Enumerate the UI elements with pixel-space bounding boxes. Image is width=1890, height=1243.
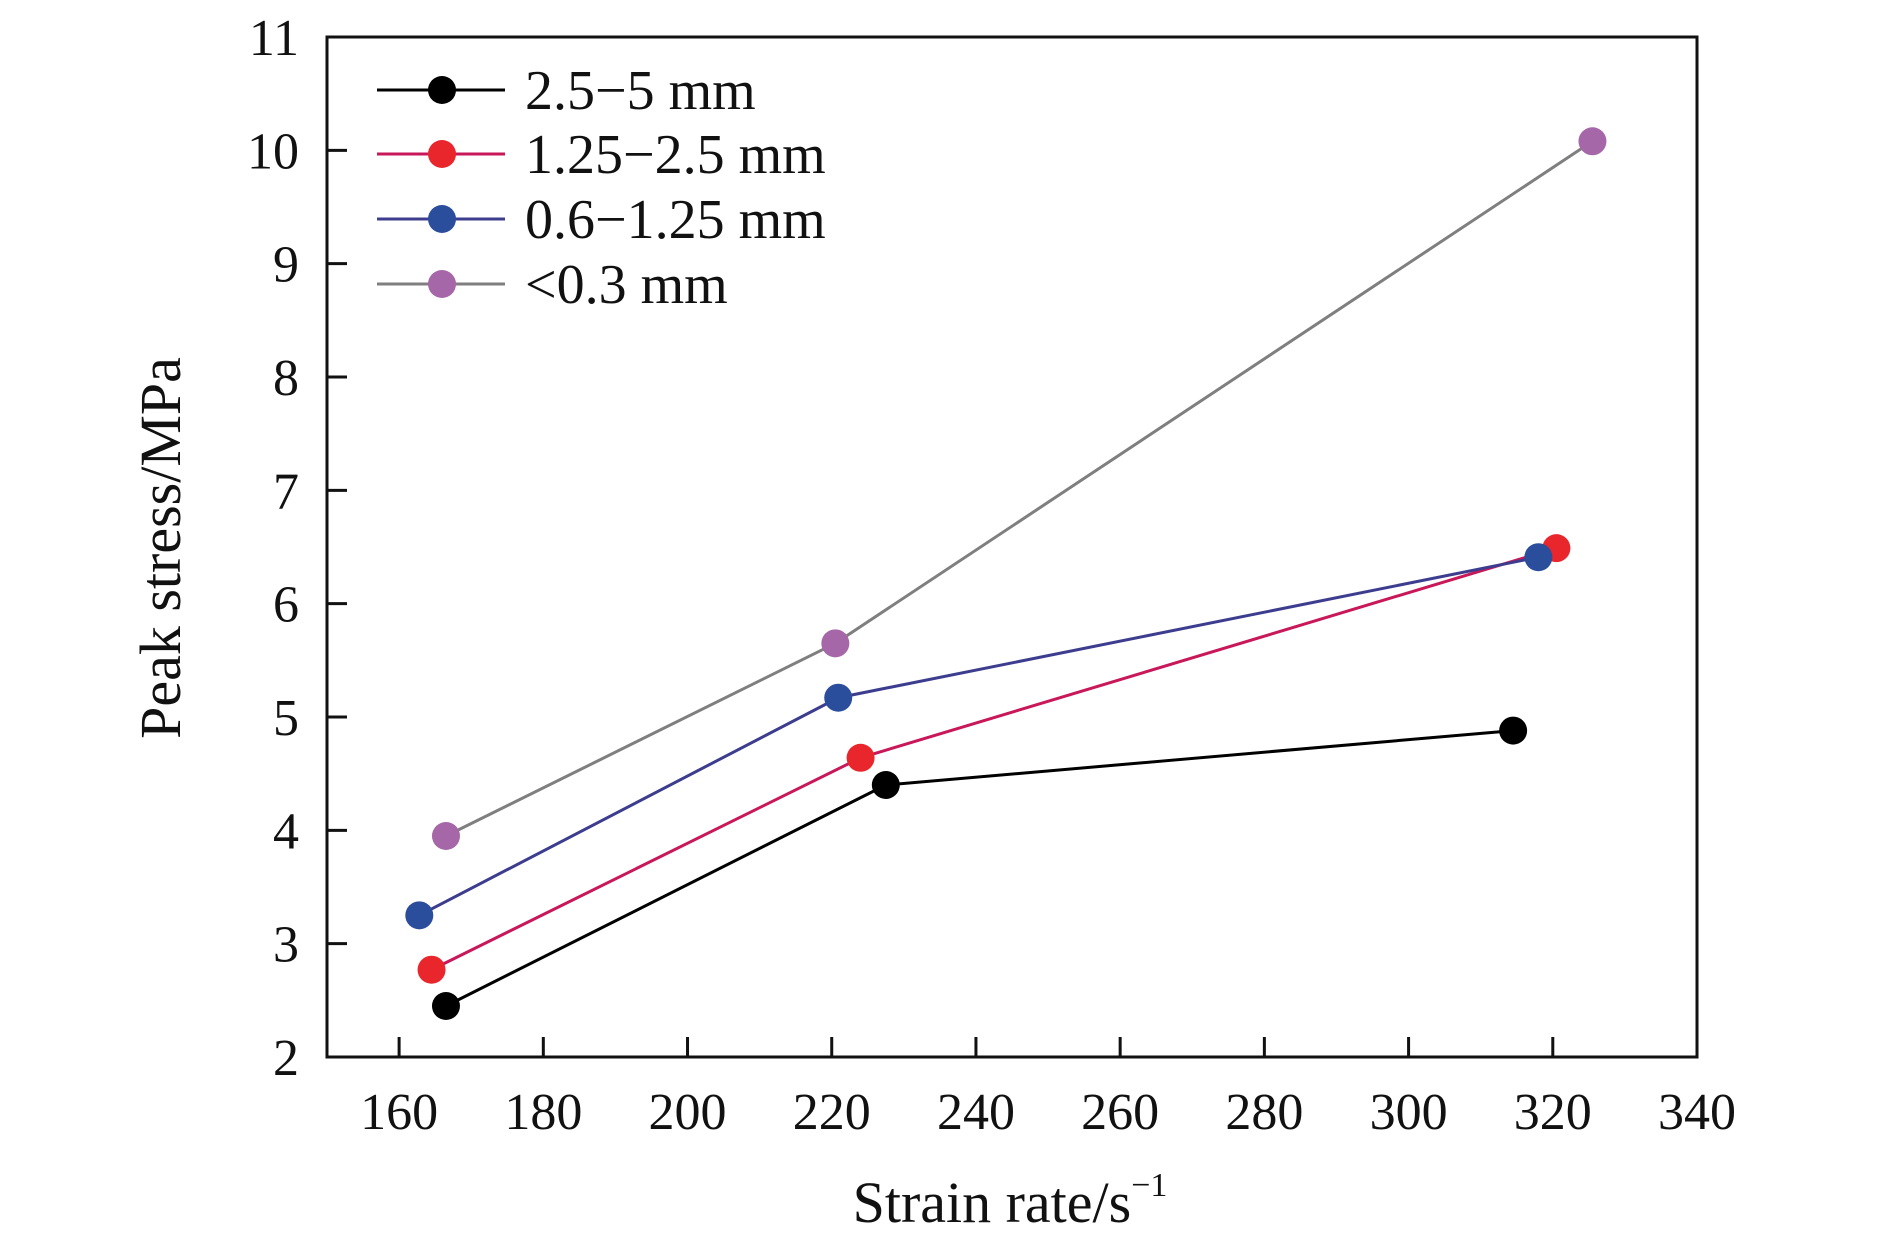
data-point <box>417 955 446 984</box>
series-layer <box>405 127 1607 1020</box>
legend-item: 2.5−5 mm <box>377 60 756 122</box>
x-tick-label: 160 <box>360 1084 438 1141</box>
series-2 <box>405 543 1553 930</box>
y-tick-label: 11 <box>249 10 299 67</box>
y-tick-label: 9 <box>273 237 299 294</box>
series-0 <box>431 716 1528 1020</box>
data-point <box>1524 543 1553 572</box>
data-point <box>431 822 460 850</box>
y-tick-label: 3 <box>273 917 299 974</box>
y-tick-label: 2 <box>273 1030 299 1087</box>
legend-item: 1.25−2.5 mm <box>377 124 826 186</box>
x-tick-label: 340 <box>1658 1084 1736 1141</box>
legend-marker <box>428 270 456 298</box>
data-point <box>821 629 850 658</box>
x-tick-label: 220 <box>793 1084 871 1141</box>
x-tick-label: 260 <box>1081 1084 1159 1141</box>
legend-label: 0.6−1.25 mm <box>525 189 826 251</box>
legend-marker <box>428 76 456 104</box>
plot-frame <box>325 35 1699 1059</box>
data-point <box>431 992 460 1020</box>
y-tick-label: 4 <box>273 803 299 860</box>
x-tick-label: 300 <box>1370 1084 1448 1141</box>
legend-label: 1.25−2.5 mm <box>525 124 826 186</box>
series-1 <box>417 534 1571 984</box>
x-tick-label: 280 <box>1225 1084 1303 1141</box>
data-point <box>871 771 900 799</box>
y-axis-label: Peak stress/MPa <box>128 357 193 739</box>
y-tick-label: 8 <box>273 350 299 407</box>
legend-label: 2.5−5 mm <box>525 60 756 122</box>
x-tick-label: 240 <box>937 1084 1015 1141</box>
data-point <box>1578 127 1607 156</box>
legend-item: <0.3 mm <box>377 254 728 316</box>
legend-marker <box>428 205 456 233</box>
data-point <box>824 683 853 712</box>
legend-label: <0.3 mm <box>525 254 728 316</box>
x-tick-label: 180 <box>504 1084 582 1141</box>
y-tick-label: 6 <box>273 577 299 634</box>
x-tick-label: 200 <box>649 1084 727 1141</box>
y-tick-label: 10 <box>247 123 299 180</box>
data-point <box>1499 716 1528 745</box>
x-tick-label: 320 <box>1514 1084 1592 1141</box>
legend-item: 0.6−1.25 mm <box>377 189 826 251</box>
data-point <box>405 901 434 930</box>
data-point <box>846 743 875 772</box>
series-3 <box>431 127 1607 850</box>
y-tick-label: 7 <box>273 463 299 520</box>
legend-marker <box>428 140 456 168</box>
legend: 2.5−5 mm1.25−2.5 mm0.6−1.25 mm<0.3 mm <box>377 60 826 316</box>
x-axis-label: Strain rate/s−1 <box>853 1167 1168 1235</box>
x-axis: 160 180 200 220 240 260 280 300 320 340 <box>360 1037 1736 1141</box>
y-axis: 2 3 4 5 6 7 8 9 10 11 <box>247 10 347 1087</box>
y-tick-label: 5 <box>273 690 299 747</box>
